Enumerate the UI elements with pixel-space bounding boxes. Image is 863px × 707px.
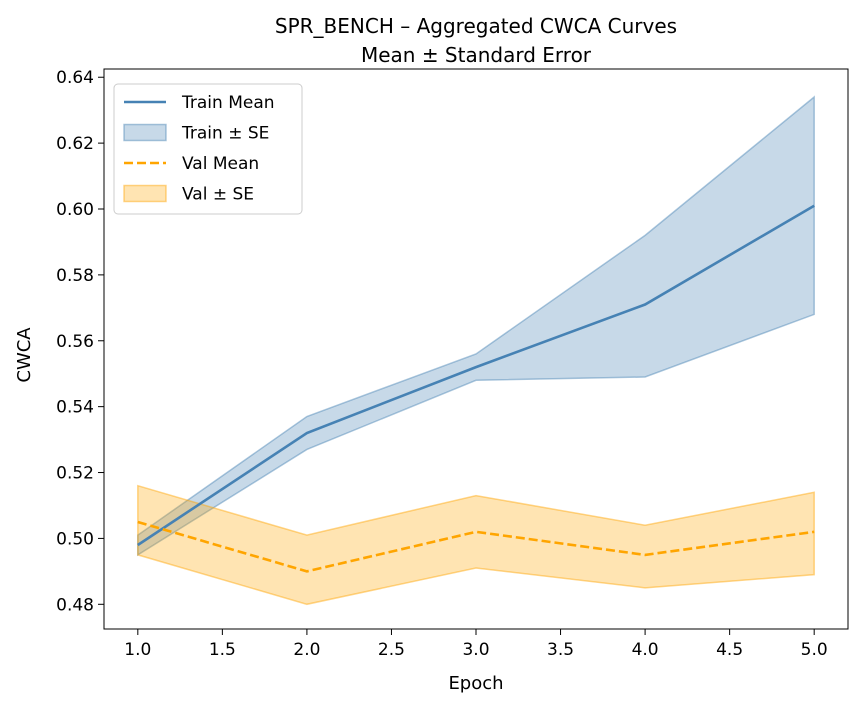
x-tick-label: 4.0 <box>632 640 659 660</box>
legend-label: Val ± SE <box>182 185 254 205</box>
y-axis: 0.48 0.50 0.52 0.54 0.56 0.58 0.60 0.62 0.64 <box>56 68 104 615</box>
error-bands <box>137 95 815 606</box>
y-tick-label: 0.60 <box>56 200 94 220</box>
chart-title: SPR_BENCH – Aggregated CWCA Curves <box>275 14 677 38</box>
y-tick-label: 0.54 <box>56 398 94 418</box>
legend-label: Val Mean <box>182 154 259 174</box>
legend-band-swatch <box>123 184 167 203</box>
y-tick-label: 0.52 <box>56 464 94 484</box>
y-tick-label: 0.50 <box>56 529 94 549</box>
x-tick-label: 2.5 <box>378 640 405 660</box>
y-tick-label: 0.58 <box>56 266 94 286</box>
x-axis: 1.0 1.5 2.0 2.5 3.0 3.5 4.0 4.5 5.0 <box>124 629 828 660</box>
x-tick-label: 1.0 <box>124 640 151 660</box>
legend-label: Train Mean <box>181 93 275 113</box>
x-tick-label: 4.5 <box>716 640 743 660</box>
y-tick-label: 0.48 <box>56 595 94 615</box>
chart-subtitle: Mean ± Standard Error <box>361 43 592 67</box>
y-axis-label: CWCA <box>14 327 35 383</box>
y-tick-label: 0.56 <box>56 332 94 352</box>
x-tick-label: 1.5 <box>209 640 236 660</box>
legend-label: Train ± SE <box>181 124 269 144</box>
series-line-0 <box>137 204 815 547</box>
legend: Train Mean Train ± SE Val Mean Val ± SE <box>113 83 303 215</box>
series-line-1 <box>137 520 815 573</box>
x-tick-label: 3.0 <box>462 640 489 660</box>
error-band-1 <box>137 484 815 606</box>
x-tick-label: 5.0 <box>801 640 828 660</box>
x-tick-label: 2.0 <box>293 640 320 660</box>
y-tick-label: 0.62 <box>56 134 94 154</box>
x-tick-label: 3.5 <box>547 640 574 660</box>
x-axis-label: Epoch <box>448 673 503 694</box>
y-tick-label: 0.64 <box>56 68 94 88</box>
legend-band-swatch <box>123 123 167 142</box>
series-lines <box>137 204 815 573</box>
error-band-0 <box>137 95 815 557</box>
legend-box <box>113 83 303 215</box>
